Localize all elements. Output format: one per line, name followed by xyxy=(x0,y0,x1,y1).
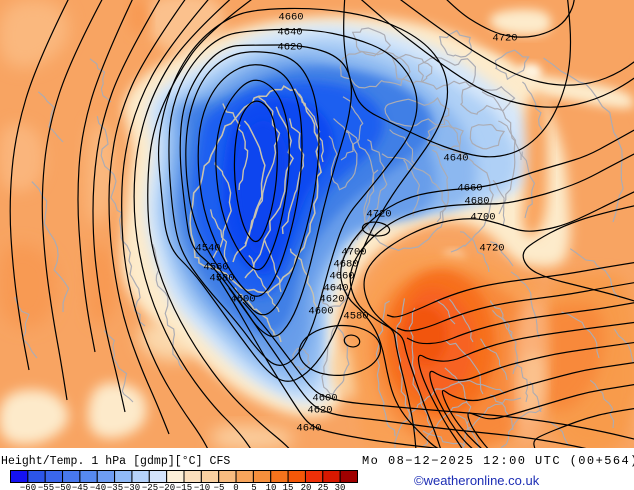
svg-text:4720: 4720 xyxy=(492,33,517,45)
svg-text:4660: 4660 xyxy=(457,183,482,195)
svg-text:4580: 4580 xyxy=(209,273,234,285)
svg-text:4660: 4660 xyxy=(278,12,303,24)
svg-text:4600: 4600 xyxy=(312,393,337,405)
svg-text:4600: 4600 xyxy=(308,306,333,318)
svg-text:4700: 4700 xyxy=(470,212,495,224)
svg-text:4620: 4620 xyxy=(307,405,332,417)
svg-text:4640: 4640 xyxy=(277,27,302,39)
svg-text:4600: 4600 xyxy=(230,294,255,306)
svg-text:4680: 4680 xyxy=(333,259,358,271)
svg-text:4640: 4640 xyxy=(443,153,468,165)
svg-text:4620: 4620 xyxy=(319,294,344,306)
svg-text:4720: 4720 xyxy=(479,243,504,255)
svg-text:4700: 4700 xyxy=(341,247,366,259)
svg-text:4560: 4560 xyxy=(203,262,228,274)
svg-text:4660: 4660 xyxy=(329,271,354,283)
svg-text:4680: 4680 xyxy=(464,196,489,208)
svg-text:4720: 4720 xyxy=(366,209,391,221)
svg-text:4640: 4640 xyxy=(296,423,321,435)
svg-text:4540: 4540 xyxy=(195,243,220,255)
svg-text:4620: 4620 xyxy=(277,42,302,54)
svg-text:4580: 4580 xyxy=(343,311,368,323)
svg-text:4640: 4640 xyxy=(323,283,348,295)
